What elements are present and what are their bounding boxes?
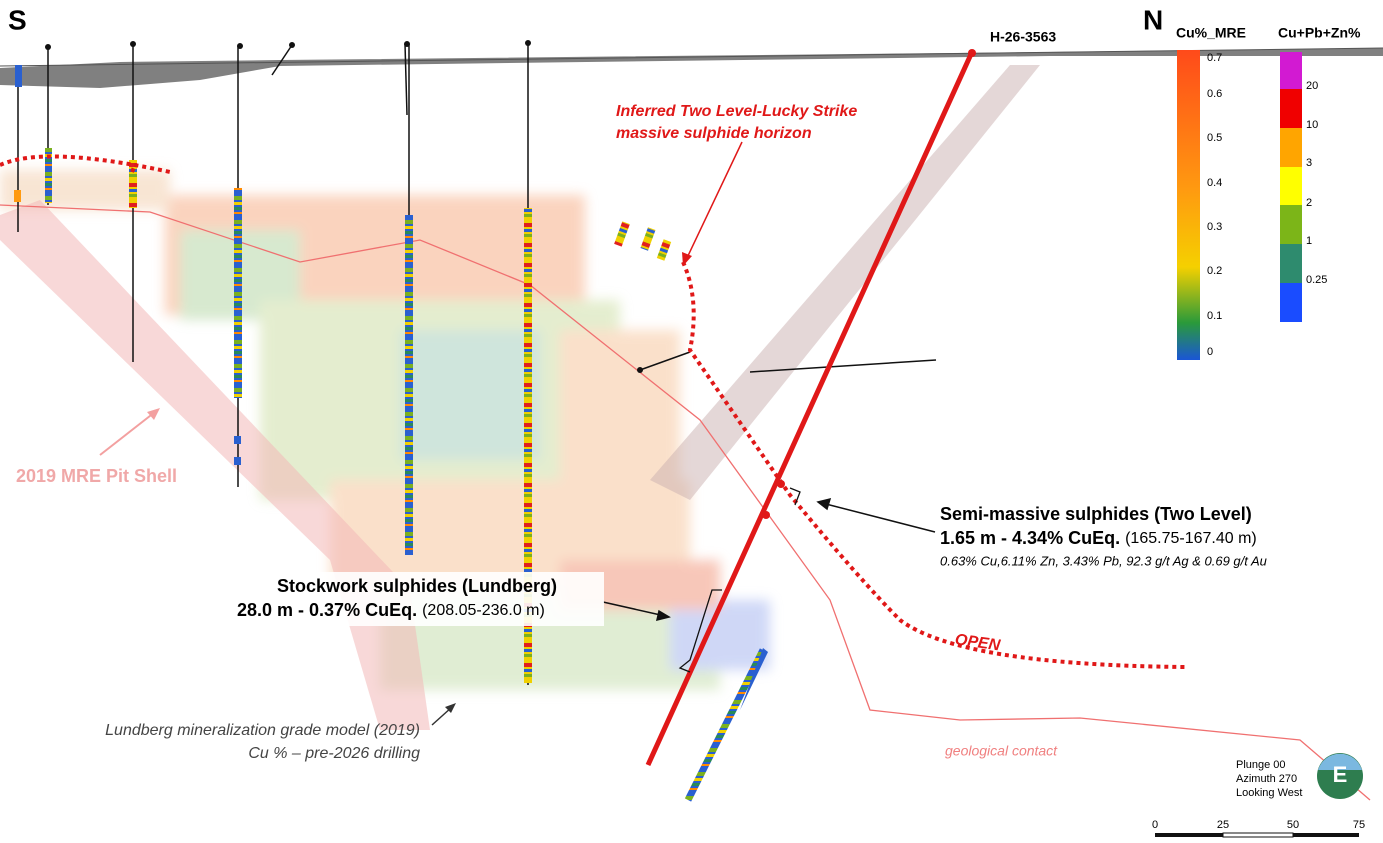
legend-tick: 0.7 <box>1207 52 1222 64</box>
semi-result: 1.65 m - 4.34% CuEq. (165.75-167.40 m) <box>940 528 1257 548</box>
legend-tick: 0 <box>1207 346 1213 358</box>
arrow <box>99 411 156 456</box>
legend-tick: 0.3 <box>1207 221 1222 233</box>
collar <box>968 49 976 57</box>
hole-label: H-26-3563 <box>990 29 1056 45</box>
core-intervals <box>14 65 532 683</box>
legend-tick: 10 <box>1306 119 1318 131</box>
intercept <box>762 511 770 519</box>
arrow-head <box>445 703 456 713</box>
legend-tick: 0.4 <box>1207 177 1222 189</box>
inferred-label: massive sulphide horizon <box>616 125 812 142</box>
scale-label: 0 <box>1152 819 1158 831</box>
semi-grade: 1.65 m - 4.34% CuEq. <box>940 528 1120 548</box>
legend-tick: 1 <box>1306 235 1312 247</box>
legend-tick: 0.2 <box>1207 265 1222 277</box>
view-info: Looking West <box>1236 787 1302 799</box>
semi-assays: 0.63% Cu,6.11% Zn, 3.43% Pb, 92.3 g/t Ag… <box>940 553 1267 568</box>
south-label: S <box>8 4 27 35</box>
legend-tick: 0.5 <box>1207 132 1222 144</box>
bracket <box>678 589 722 673</box>
stockwork-grade: 28.0 m - 0.37% CuEq. <box>237 600 417 620</box>
north-label: N <box>1143 4 1163 35</box>
legend-tick: 0.6 <box>1207 88 1222 100</box>
bracket <box>789 487 801 506</box>
legend-swatches <box>1280 52 1302 322</box>
grade-model <box>0 170 770 690</box>
scale-label: 75 <box>1353 819 1365 831</box>
model-note: Cu % – pre-2026 drilling <box>248 745 420 762</box>
compass-sky <box>1318 753 1362 770</box>
stockwork-title: Stockwork sulphides (Lundberg) <box>277 576 557 596</box>
scale-label: 25 <box>1217 819 1229 831</box>
arrow-head <box>682 252 692 266</box>
open-label: OPEN <box>954 631 1002 654</box>
legend-title: Cu%_MRE <box>1176 25 1246 41</box>
pit-shell <box>0 200 430 730</box>
arrows <box>602 497 936 622</box>
legend-tick: 2 <box>1306 197 1312 209</box>
semi-title: Semi-massive sulphides (Two Level) <box>940 504 1252 524</box>
legend-tick: 0.25 <box>1306 274 1327 286</box>
label-box <box>230 572 604 626</box>
arrow-head <box>147 408 160 420</box>
hole-trace <box>684 648 767 802</box>
legend-tick: 20 <box>1306 80 1318 92</box>
model-note: Lundberg mineralization grade model (201… <box>105 722 420 739</box>
arrow <box>685 141 743 261</box>
small-holes <box>614 221 672 261</box>
horizon <box>0 154 1186 669</box>
hole-trace <box>740 648 768 710</box>
scale-bar <box>1155 832 1359 838</box>
inferred-label: Inferred Two Level-Lucky Strike <box>616 103 857 120</box>
legend-tick: 0.1 <box>1207 310 1222 322</box>
new-hole <box>645 50 975 767</box>
collars <box>45 40 643 373</box>
semi-interval: (165.75-167.40 m) <box>1125 530 1257 547</box>
topography <box>0 48 1383 88</box>
scale-label: 50 <box>1287 819 1299 831</box>
legend-tick: 3 <box>1306 157 1312 169</box>
legend-title: Cu+Pb+Zn% <box>1278 25 1361 41</box>
surface-line <box>0 47 1383 67</box>
stockwork-interval: (208.05-236.0 m) <box>422 602 545 619</box>
legend-colorbar <box>1177 50 1200 360</box>
pit-shell-label: 2019 MRE Pit Shell <box>16 466 177 486</box>
fault-band <box>650 65 1040 500</box>
contact-label: geological contact <box>945 743 1058 759</box>
compass-label: E <box>1333 762 1348 787</box>
view-info: Plunge 00 <box>1236 759 1286 771</box>
stockwork-result: 28.0 m - 0.37% CuEq. (208.05-236.0 m) <box>237 600 545 620</box>
view-info: Azimuth 270 <box>1236 773 1297 785</box>
